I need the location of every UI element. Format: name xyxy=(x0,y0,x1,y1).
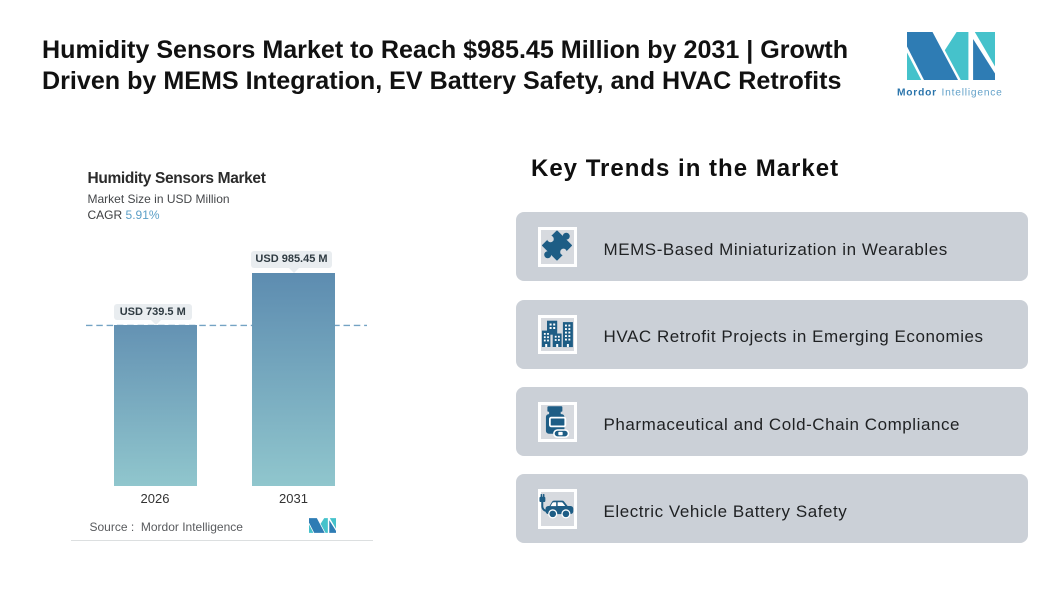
svg-text:Intelligence: Intelligence xyxy=(942,87,1003,98)
svg-text:Mordor: Mordor xyxy=(897,87,937,98)
